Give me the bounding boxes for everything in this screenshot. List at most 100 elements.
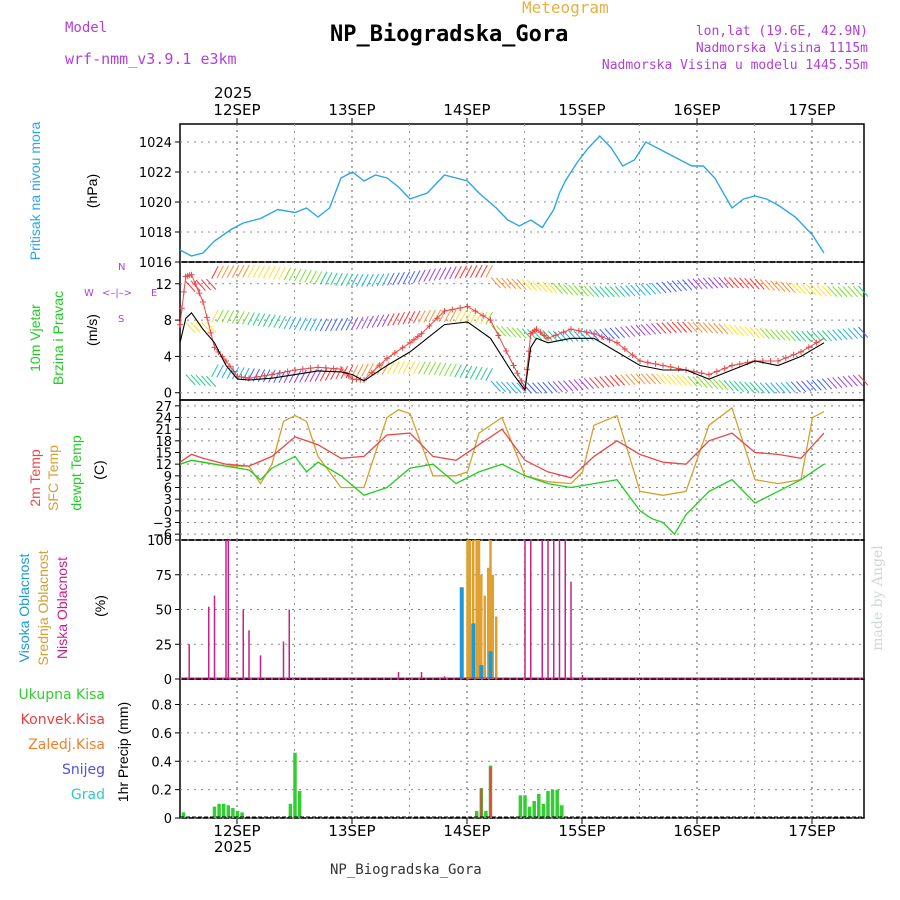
gust-marker xyxy=(514,370,521,377)
wind-barb xyxy=(816,378,827,390)
gust-marker xyxy=(196,290,203,297)
gust-marker xyxy=(178,305,185,312)
cloud-bar xyxy=(468,540,472,679)
legend-freeze-rain: Zaledj.Kisa xyxy=(28,737,105,753)
wind-barb xyxy=(563,284,574,296)
day-label-top: 12SEP xyxy=(213,101,260,119)
wind-barb xyxy=(464,310,473,323)
wind-barb xyxy=(666,322,677,334)
wind-barb xyxy=(578,378,589,390)
wind-barb xyxy=(847,375,858,387)
precip-bar xyxy=(293,752,297,818)
wind-barb xyxy=(206,278,217,290)
wind-barb xyxy=(537,382,548,394)
cloud-bar xyxy=(477,540,481,679)
wind-barb xyxy=(842,328,853,340)
wind-barb xyxy=(444,266,452,280)
gust-marker xyxy=(203,314,210,321)
wind-barb xyxy=(397,361,405,374)
gust-marker xyxy=(621,345,628,352)
wind-barb xyxy=(827,285,838,297)
wind-barb xyxy=(749,326,760,338)
wind-barb xyxy=(625,325,636,337)
cloud-bar xyxy=(288,609,290,679)
wind-barb xyxy=(413,310,421,324)
cloud-bar xyxy=(558,540,561,679)
gust-marker xyxy=(261,372,268,379)
wind-barb xyxy=(552,283,563,295)
wind-dir-n: N xyxy=(118,262,126,273)
model-elevation-label: Nadmorska Visina u modelu 1445.55m xyxy=(601,58,868,73)
wind-barb xyxy=(501,381,512,393)
y-tick-label: 1024 xyxy=(139,136,172,151)
gust-marker xyxy=(376,362,383,369)
gust-marker xyxy=(307,365,314,372)
wind-barb xyxy=(568,379,579,391)
gust-marker xyxy=(457,304,464,311)
wind-barb xyxy=(335,272,343,286)
wind-barb xyxy=(614,285,626,297)
wind-barb xyxy=(811,379,822,391)
precip-bar xyxy=(181,812,186,818)
gust-marker xyxy=(713,368,720,375)
wind-barb xyxy=(733,325,745,337)
wind-barb xyxy=(573,330,584,342)
wind-barb xyxy=(304,317,312,331)
coords-label: lon,lat (19.6E, 42.9N) xyxy=(695,24,868,39)
gust-marker xyxy=(533,326,540,333)
wind-barb xyxy=(506,278,517,290)
gust-marker xyxy=(230,368,237,375)
wind-barb xyxy=(552,330,563,342)
wind-barb xyxy=(532,280,543,292)
wind-barb xyxy=(858,285,869,297)
wind-barb xyxy=(376,362,385,375)
wind-barb xyxy=(237,367,245,381)
y-tick-label: 1016 xyxy=(139,256,172,271)
gust-marker xyxy=(660,362,666,369)
wind-barb xyxy=(387,272,395,286)
wind-barb xyxy=(557,283,569,295)
gust-marker xyxy=(338,366,344,373)
wind-barb xyxy=(687,278,698,290)
wind-barb xyxy=(433,267,442,281)
precip-bar xyxy=(297,791,302,818)
cloud-bar xyxy=(475,540,478,679)
wind-barb xyxy=(190,321,201,333)
cloud-bar xyxy=(242,609,244,679)
precip-bar xyxy=(489,766,492,818)
wind-barb xyxy=(677,321,688,333)
gust-marker xyxy=(706,371,712,378)
cloud-bar xyxy=(489,540,492,679)
gust-marker xyxy=(614,339,620,346)
wind-barb xyxy=(609,327,620,339)
wind-barb xyxy=(832,329,843,341)
gust-marker xyxy=(525,348,532,355)
wind-barb xyxy=(697,377,708,389)
gust-marker xyxy=(568,326,574,333)
wind-barb xyxy=(775,382,786,394)
wind-barb xyxy=(775,280,786,292)
wind-barb xyxy=(526,280,538,292)
wind-barb xyxy=(858,374,869,386)
wind-barb xyxy=(221,309,229,323)
wind-barb xyxy=(640,373,651,385)
wind-barb xyxy=(702,377,713,389)
wind-barb xyxy=(687,321,698,333)
wind-barb xyxy=(723,277,734,289)
gust-marker xyxy=(552,332,559,339)
wind-barb xyxy=(645,373,657,385)
gust-marker xyxy=(583,329,590,336)
wind-barb xyxy=(309,270,317,284)
wind-barb xyxy=(754,327,765,339)
cloud-bar xyxy=(472,540,475,679)
wind-barb xyxy=(759,328,770,340)
wind-barb xyxy=(604,286,615,298)
panel-frame xyxy=(179,399,865,541)
legend-snow: Snijeg xyxy=(61,762,105,778)
wind-barb xyxy=(718,277,729,289)
wind-barb xyxy=(599,286,610,298)
wind-barb xyxy=(687,375,698,387)
wind-barb xyxy=(257,265,266,279)
wind-barb xyxy=(739,381,750,393)
day-label-top: 14SEP xyxy=(443,101,490,119)
